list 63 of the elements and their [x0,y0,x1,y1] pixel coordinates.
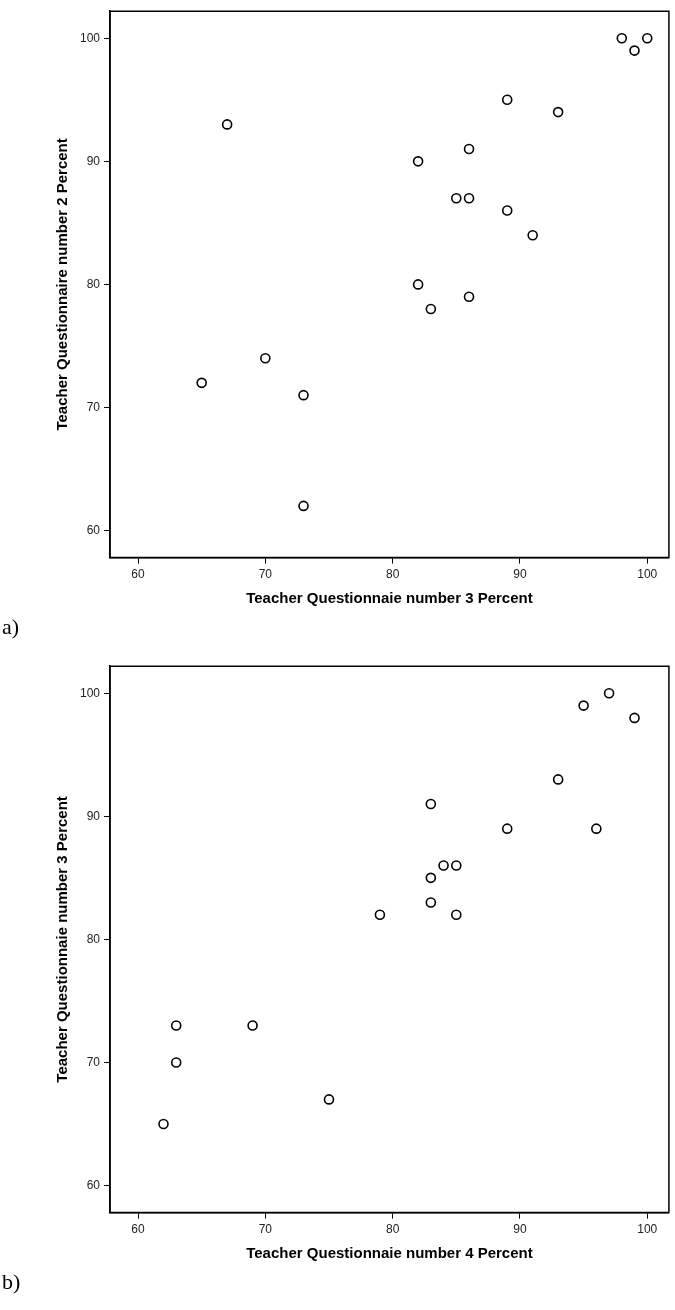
point [629,45,640,56]
point [629,712,640,724]
point [451,860,462,871]
point [170,1057,182,1068]
point [221,119,233,130]
point [247,1020,258,1031]
x-tick-label: 80 [385,1222,400,1237]
point [170,1020,182,1031]
x-tick-label: 60 [131,567,146,582]
x-tick-label: 100 [637,567,658,582]
point [552,106,564,118]
point [578,700,589,711]
x-axis-title: Teacher Questionnaie number 4 Percent [246,1244,533,1262]
point [298,500,309,512]
y-tick-label: 60 [86,1177,101,1192]
point [374,909,386,921]
point [412,279,424,290]
x-axis-title: Teacher Questionnaie number 3 Percent [246,589,533,607]
point [451,192,462,204]
x-tick-label: 70 [258,567,273,582]
point [463,192,475,204]
x-tick-label: 80 [385,567,400,582]
x-tick-label: 90 [513,1222,527,1237]
y-tick-label: 100 [79,685,101,700]
point [641,32,653,44]
point [527,229,538,241]
point [260,352,271,364]
point [616,32,628,44]
text: b) [2,1269,21,1295]
x-tick-label: 90 [513,567,527,582]
x-tick-label: 70 [258,1222,273,1237]
point [552,774,564,785]
point [298,389,309,401]
point [425,798,437,810]
point [603,687,615,699]
y-tick-label: 70 [86,399,101,414]
y-axis-title: Teacher Questionnaie number 3 Percent [53,796,71,1083]
y-tick-label: 80 [86,276,101,291]
y-tick-label: 60 [86,522,101,537]
point [425,872,437,884]
y-tick-label: 80 [86,931,101,946]
y-tick-label: 90 [86,153,101,168]
point [425,897,437,908]
point [501,94,513,106]
point [463,291,475,303]
point [196,377,207,389]
point [501,205,513,216]
point [451,909,462,921]
point [438,860,449,871]
point [463,143,475,155]
point [323,1094,335,1105]
point [158,1118,169,1130]
text: a) [2,614,20,640]
x-tick-label: 60 [131,1222,146,1237]
point [501,823,513,834]
y-axis-title: Teacher Questionnaire number 2 Percent [53,138,71,431]
x-tick-label: 100 [637,1222,658,1237]
point [591,823,602,834]
y-tick-label: 90 [86,808,101,823]
y-tick-label: 100 [79,30,101,45]
point [412,156,424,167]
y-tick-label: 70 [86,1054,101,1069]
point [425,303,437,315]
